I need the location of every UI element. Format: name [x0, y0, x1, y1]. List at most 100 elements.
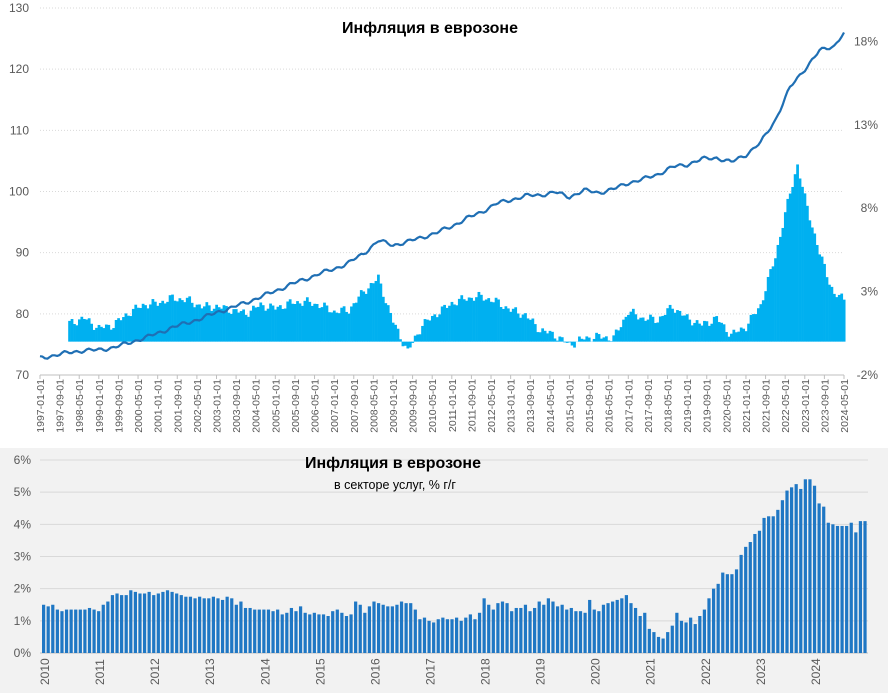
inflation-bar	[742, 328, 746, 342]
inflation-bar	[705, 321, 709, 342]
services-bar	[675, 612, 679, 653]
inflation-bar	[188, 296, 192, 342]
services-bar	[739, 554, 743, 653]
inflation-bar	[786, 198, 790, 342]
inflation-bar	[416, 334, 420, 342]
services-bar	[780, 500, 785, 653]
inflation-bar	[325, 305, 329, 342]
right-axis-tick: 8%	[861, 201, 879, 215]
inflation-bar	[560, 337, 564, 342]
inflation-bar	[661, 315, 665, 342]
services-bar	[376, 603, 381, 653]
inflation-bar	[320, 307, 324, 342]
left-axis-tick: 80	[16, 307, 30, 321]
inflation-bar	[769, 269, 772, 342]
inflation-bar	[668, 304, 672, 342]
services-bar	[592, 609, 596, 653]
inflation-bar	[582, 339, 586, 342]
x-axis-tick: 2003-09-01	[231, 379, 243, 433]
inflation-bar	[323, 302, 326, 342]
inflation-bar	[580, 338, 584, 342]
inflation-bar	[823, 263, 826, 342]
inflation-bar	[676, 310, 679, 342]
inflation-bar	[404, 341, 407, 346]
inflation-bar	[200, 308, 204, 342]
inflation-bar	[475, 297, 478, 342]
inflation-bar	[259, 302, 263, 342]
inflation-bar	[639, 317, 643, 342]
inflation-bar	[749, 314, 753, 342]
services-bar	[147, 591, 151, 653]
services-bar	[496, 603, 500, 653]
services-bar	[826, 522, 830, 653]
services-bar	[358, 604, 362, 653]
inflation-bar	[435, 317, 439, 342]
inflation-bar	[261, 305, 265, 342]
x-axis-tick: 2015	[313, 658, 327, 685]
inflation-bar	[506, 308, 510, 342]
inflation-bar	[252, 305, 255, 342]
services-bar	[464, 617, 468, 653]
services-bar	[459, 620, 463, 653]
inflation-bar	[502, 308, 505, 342]
inflation-bar	[426, 319, 429, 342]
x-axis-tick: 2017-09-01	[643, 379, 655, 433]
inflation-bar	[703, 320, 706, 342]
x-axis-tick: 2013-09-01	[525, 379, 537, 433]
x-axis-tick: 1997-09-01	[55, 379, 67, 433]
right-axis-tick: 3%	[861, 285, 879, 299]
inflation-bar	[109, 329, 113, 342]
inflation-bar	[440, 306, 444, 342]
inflation-bar	[524, 313, 527, 342]
inflation-bar	[587, 337, 591, 342]
inflation-bar	[313, 303, 317, 342]
inflation-bar	[592, 338, 596, 342]
inflation-bar	[494, 297, 498, 342]
inflation-bar	[254, 307, 258, 342]
inflation-bar	[408, 341, 412, 348]
inflation-bar	[766, 276, 770, 342]
inflation-bar	[641, 317, 645, 342]
x-axis-tick: 2022-05-01	[780, 379, 792, 433]
left-axis-tick: 90	[16, 246, 30, 260]
services-bar	[702, 609, 707, 653]
inflation-bar	[70, 318, 74, 342]
services-bar	[716, 583, 720, 653]
y-axis-tick: 6%	[14, 453, 32, 467]
x-axis-tick: 2024	[809, 658, 823, 685]
inflation-bar	[707, 325, 711, 342]
services-bar	[601, 604, 606, 653]
inflation-bar	[421, 325, 424, 342]
x-axis-tick: 2021-09-01	[761, 379, 773, 433]
inflation-bar	[646, 319, 650, 342]
services-bar	[477, 612, 482, 653]
services-bar	[551, 601, 555, 653]
inflation-bar	[565, 341, 569, 343]
inflation-bar	[193, 307, 196, 342]
services-bar	[413, 609, 417, 653]
x-axis-tick: 2016-05-01	[604, 379, 616, 433]
inflation-bar	[541, 328, 545, 342]
services-bar	[399, 601, 404, 653]
inflation-bar	[342, 306, 346, 342]
services-bar	[276, 609, 280, 653]
inflation-bar	[433, 314, 437, 342]
inflation-bar	[97, 324, 101, 342]
x-axis-tick: 2024-05-01	[839, 379, 851, 433]
inflation-bar	[663, 314, 667, 342]
inflation-bar	[685, 314, 689, 342]
inflation-bar	[445, 307, 449, 342]
services-bar	[656, 636, 661, 653]
services-bar	[748, 542, 752, 653]
services-bar	[354, 601, 358, 653]
services-bar	[441, 617, 445, 653]
inflation-bar	[656, 322, 660, 342]
services-bar	[799, 488, 803, 653]
services-bar	[83, 609, 87, 653]
inflation-bar	[305, 297, 309, 342]
inflation-bar	[269, 303, 272, 342]
services-bar	[652, 632, 656, 653]
inflation-bar	[364, 293, 368, 342]
services-bar	[808, 479, 812, 653]
services-bar	[110, 595, 115, 653]
